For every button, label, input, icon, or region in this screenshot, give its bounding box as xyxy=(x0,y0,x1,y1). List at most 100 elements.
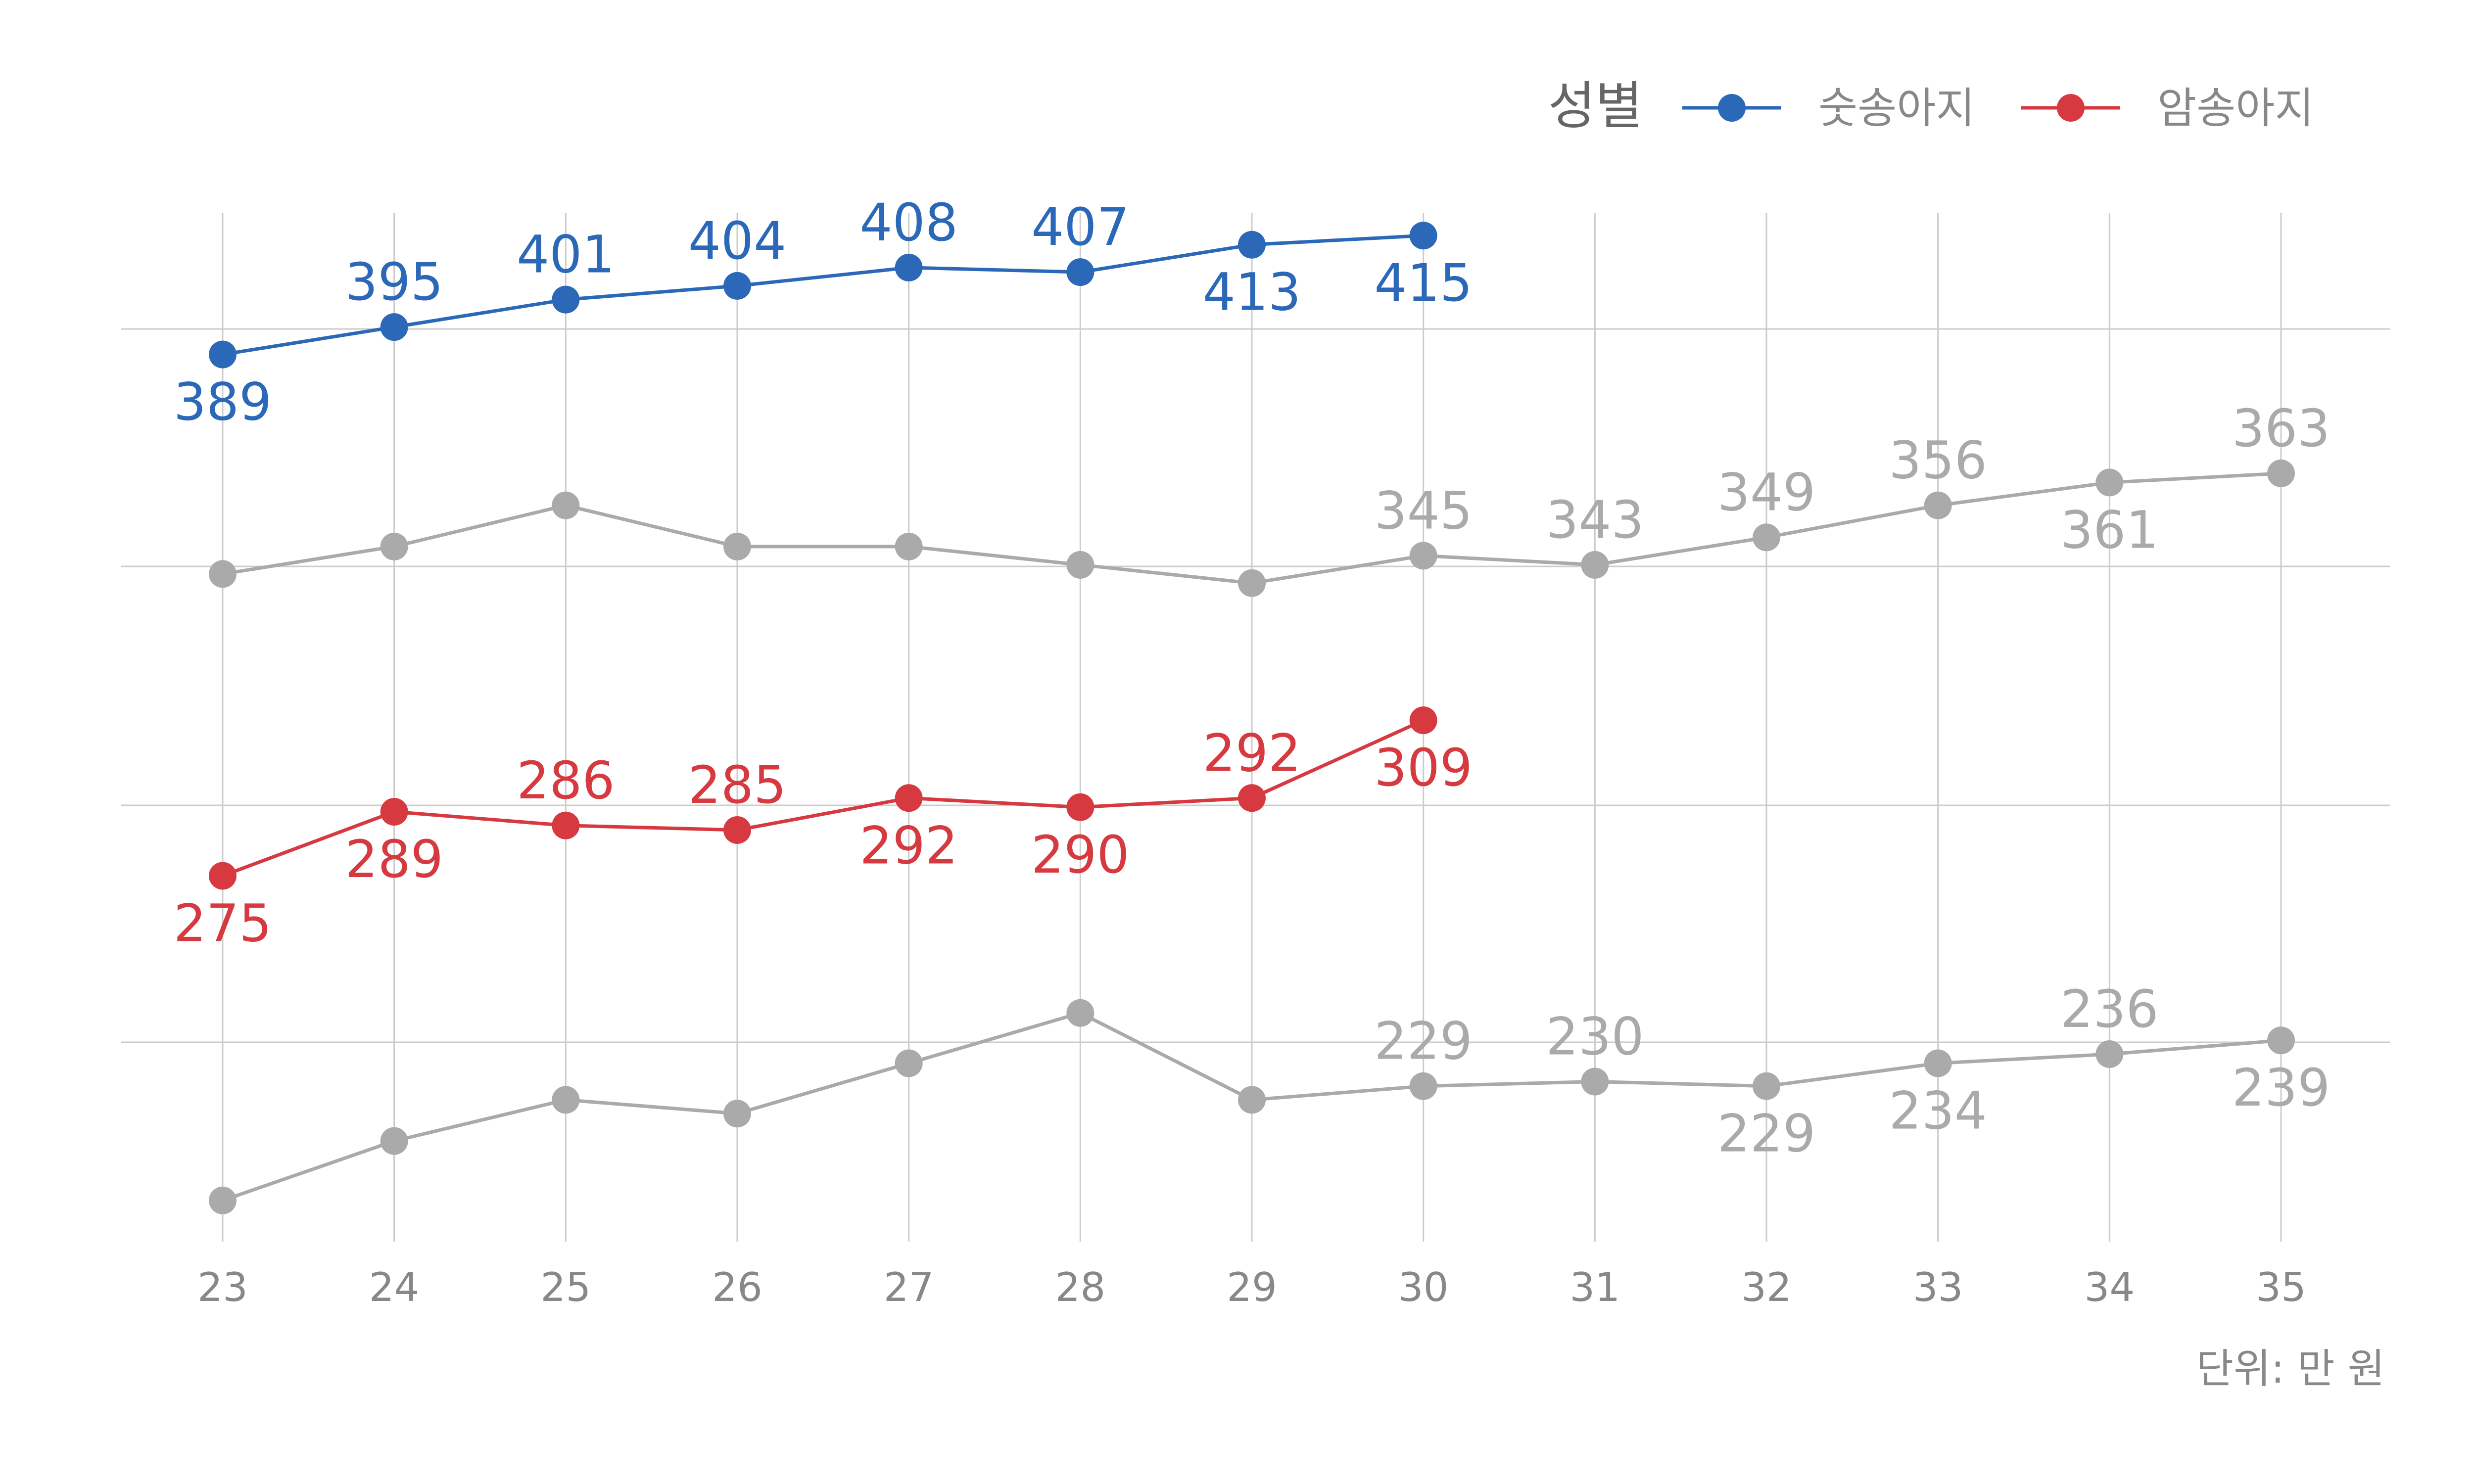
series-2-label-30: 345 xyxy=(1374,480,1473,541)
series-3-point-31[interactable] xyxy=(1581,1067,1609,1096)
x-tick-label-33: 33 xyxy=(1913,1264,1963,1310)
series-1-label-25: 286 xyxy=(517,750,615,811)
x-tick-label-23: 23 xyxy=(197,1264,248,1310)
series-0-point-23[interactable] xyxy=(209,340,237,369)
legend-item-female[interactable]: 암송아지 xyxy=(2021,84,2314,133)
series-2-point-25[interactable] xyxy=(552,491,580,519)
series-1-line xyxy=(222,718,1425,878)
legend: 성별 숫송아지 암송아지 xyxy=(1548,76,2314,136)
series-0-label-27: 408 xyxy=(859,192,958,253)
series-2-point-35[interactable] xyxy=(2267,459,2295,487)
series-2-label-33: 356 xyxy=(1889,430,1987,491)
series-0: 389 395 401 404 408 407 413 415 xyxy=(174,192,1473,432)
legend-label-female: 암송아지 xyxy=(2157,84,2314,133)
series-0-label-23: 389 xyxy=(174,372,272,432)
series-1-point-23[interactable] xyxy=(209,862,237,890)
series-3-point-32[interactable] xyxy=(1753,1072,1780,1100)
series-1-point-26[interactable] xyxy=(723,816,751,844)
series-3-point-29[interactable] xyxy=(1238,1086,1266,1114)
series-0-line xyxy=(222,233,1424,357)
series-3-point-23[interactable] xyxy=(209,1186,237,1214)
legend-title: 성별 xyxy=(1548,76,1643,136)
series-1-label-28: 290 xyxy=(1031,825,1130,885)
series-2-point-27[interactable] xyxy=(895,532,923,560)
series-3-point-24[interactable] xyxy=(380,1127,408,1155)
series-1-point-25[interactable] xyxy=(552,811,580,839)
series-0-label-24: 395 xyxy=(345,252,443,312)
x-tick-label-25: 25 xyxy=(540,1264,591,1310)
series-1-point-29[interactable] xyxy=(1238,784,1266,812)
series-0-label-30: 415 xyxy=(1374,253,1473,313)
series-3-label-32: 229 xyxy=(1717,1104,1816,1164)
series-2-point-26[interactable] xyxy=(723,532,751,560)
unit-caption: 단위: 만 원 xyxy=(2196,1345,2385,1392)
series-3-label-34: 236 xyxy=(2060,979,2159,1039)
series-2-point-24[interactable] xyxy=(380,532,408,560)
series-3-point-35[interactable] xyxy=(2267,1026,2295,1055)
series-2-point-30[interactable] xyxy=(1409,542,1437,570)
series-1-label-24: 289 xyxy=(345,829,443,889)
series-3-point-26[interactable] xyxy=(723,1100,751,1128)
series-3-point-34[interactable] xyxy=(2095,1040,2124,1068)
series-3-point-28[interactable] xyxy=(1066,999,1094,1027)
x-axis: 23 24 25 26 27 28 29 30 31 32 33 34 35 xyxy=(197,1264,2306,1310)
series-2-point-34[interactable] xyxy=(2095,468,2124,497)
series-0-label-26: 404 xyxy=(688,211,787,271)
series-3-label-35: 239 xyxy=(2232,1058,2331,1118)
legend-item-male[interactable]: 숫송아지 xyxy=(1682,84,1975,133)
series-1-label-27: 292 xyxy=(859,815,958,876)
series-3-label-33: 234 xyxy=(1889,1080,1987,1141)
series-0-point-29[interactable] xyxy=(1238,231,1266,259)
series-3-point-33[interactable] xyxy=(1924,1049,1952,1077)
series-3: 229 230 229 234 236 239 xyxy=(209,979,2330,1214)
x-tick-label-34: 34 xyxy=(2084,1264,2135,1310)
series-2-label-31: 343 xyxy=(1546,490,1644,550)
x-tick-label-24: 24 xyxy=(369,1264,420,1310)
series-1-point-27[interactable] xyxy=(895,784,923,812)
series-1-label-23: 275 xyxy=(174,893,272,953)
series-3-point-27[interactable] xyxy=(895,1049,923,1077)
grid xyxy=(121,213,2390,1242)
series-1-point-24[interactable] xyxy=(380,798,408,826)
x-tick-label-32: 32 xyxy=(1741,1264,1792,1310)
x-tick-label-26: 26 xyxy=(712,1264,762,1310)
series-0-point-26[interactable] xyxy=(723,272,751,300)
x-tick-label-28: 28 xyxy=(1055,1264,1105,1310)
series-0-point-25[interactable] xyxy=(552,285,580,314)
series-2-label-32: 349 xyxy=(1717,462,1816,522)
series-2: 345 343 349 356 361 363 xyxy=(209,398,2330,597)
x-tick-label-31: 31 xyxy=(1570,1264,1620,1310)
series-0-point-30[interactable] xyxy=(1409,222,1437,250)
series-0-point-27[interactable] xyxy=(895,253,923,281)
series-1-point-28[interactable] xyxy=(1066,793,1094,821)
series-0-label-28: 407 xyxy=(1031,197,1130,257)
series-2-label-34: 361 xyxy=(2060,500,2159,560)
series-2-point-31[interactable] xyxy=(1581,551,1609,579)
series-1-label-26: 285 xyxy=(688,755,787,815)
series-2-label-35: 363 xyxy=(2232,398,2331,459)
series-2-point-29[interactable] xyxy=(1238,569,1266,597)
series-0-label-29: 413 xyxy=(1203,262,1301,323)
series-3-label-31: 230 xyxy=(1546,1006,1644,1067)
series-1-label-29: 292 xyxy=(1203,723,1301,783)
x-tick-label-29: 29 xyxy=(1227,1264,1277,1310)
series-2-point-28[interactable] xyxy=(1066,551,1094,579)
series-1-label-30: 309 xyxy=(1374,738,1473,798)
series-2-point-23[interactable] xyxy=(209,560,237,588)
series-0-point-28[interactable] xyxy=(1066,258,1094,286)
series-2-point-32[interactable] xyxy=(1753,523,1780,552)
legend-marker-male xyxy=(1718,94,1746,122)
series-3-point-30[interactable] xyxy=(1409,1072,1437,1100)
x-tick-label-27: 27 xyxy=(884,1264,934,1310)
series-3-label-30: 229 xyxy=(1374,1011,1473,1071)
legend-marker-female xyxy=(2057,94,2085,122)
series-2-point-33[interactable] xyxy=(1924,491,1952,519)
series-1: 275 289 286 285 292 290 292 309 xyxy=(174,706,1473,953)
series-1-point-30[interactable] xyxy=(1409,706,1437,735)
series-3-point-25[interactable] xyxy=(552,1086,580,1114)
series-0-point-24[interactable] xyxy=(380,313,408,341)
series-0-label-25: 401 xyxy=(517,225,615,285)
legend-label-male: 숫송아지 xyxy=(1818,84,1975,133)
